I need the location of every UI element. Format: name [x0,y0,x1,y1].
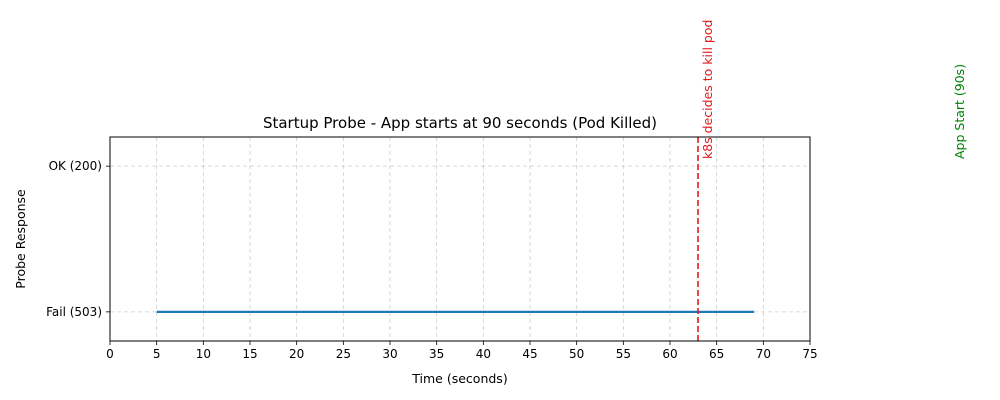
y-tick-label: OK (200) [49,159,102,173]
x-tick-label: 55 [616,347,631,361]
y-tick-label: Fail (503) [46,305,102,319]
y-axis-label: Probe Response [13,189,28,289]
x-tick-label: 65 [709,347,724,361]
app-start-label: App Start (90s) [952,64,967,159]
x-tick-label: 60 [662,347,677,361]
x-tick-label: 25 [336,347,351,361]
x-tick-label: 50 [569,347,584,361]
plot-area-frame [109,136,811,342]
x-tick-label: 20 [289,347,304,361]
kill-decision-label: k8s decides to kill pod [700,20,715,159]
chart-title: Startup Probe - App starts at 90 seconds… [263,114,657,132]
x-tick-label: 30 [382,347,397,361]
x-tick-label: 75 [802,347,817,361]
x-tick-label: 5 [153,347,161,361]
x-tick-label: 70 [756,347,771,361]
y-axis-ticks: Fail (503) OK (200) [46,159,110,319]
x-axis-ticks: 0 5 10 15 20 25 30 35 40 45 50 55 60 65 70 75 [106,341,818,361]
x-tick-label: 10 [196,347,211,361]
x-tick-label: 35 [429,347,444,361]
grid [109,137,811,341]
x-axis-label: Time (seconds) [411,371,507,386]
x-tick-label: 0 [106,347,114,361]
annotation-labels: k8s decides to kill pod App Start (90s) [700,20,967,159]
x-tick-label: 45 [522,347,537,361]
x-tick-label: 15 [242,347,257,361]
x-tick-label: 40 [476,347,491,361]
